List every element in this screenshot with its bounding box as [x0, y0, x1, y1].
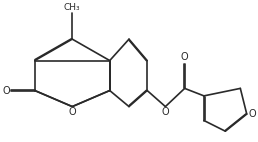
Text: CH₃: CH₃ [64, 3, 80, 12]
Text: O: O [68, 107, 76, 117]
Text: O: O [162, 107, 169, 117]
Text: O: O [248, 109, 256, 119]
Text: O: O [2, 85, 10, 96]
Text: O: O [181, 52, 189, 62]
